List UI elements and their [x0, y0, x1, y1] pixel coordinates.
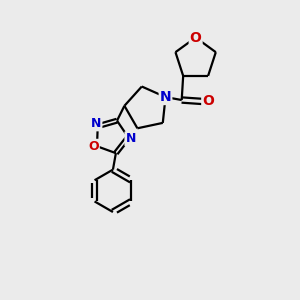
Text: N: N: [125, 132, 136, 145]
Text: N: N: [91, 117, 101, 130]
Text: O: O: [190, 31, 202, 44]
Text: O: O: [88, 140, 99, 153]
Text: O: O: [202, 94, 214, 109]
Text: N: N: [160, 90, 171, 104]
